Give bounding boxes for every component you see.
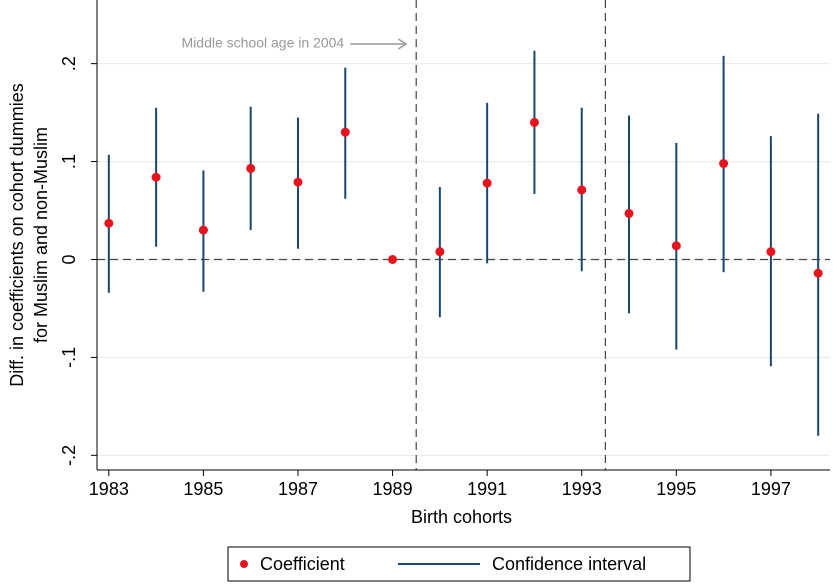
annotation-arrowhead — [397, 38, 408, 50]
x-tick-label: 1993 — [562, 479, 602, 499]
x-tick-label: 1989 — [373, 479, 413, 499]
y-tick-label: -.2 — [59, 445, 79, 466]
point — [104, 218, 114, 228]
point — [151, 172, 161, 182]
point — [577, 185, 587, 195]
x-axis-label: Birth cohorts — [411, 507, 512, 527]
point — [671, 241, 681, 251]
point — [340, 127, 350, 137]
point — [624, 208, 634, 218]
y-tick-label: -.1 — [59, 347, 79, 368]
point — [766, 247, 776, 257]
x-tick-label: 1987 — [278, 479, 318, 499]
y-tick-label: 0 — [59, 254, 79, 264]
point — [482, 178, 492, 188]
x-tick-label: 1983 — [89, 479, 129, 499]
annotation: Middle school age in 2004 — [182, 35, 345, 51]
point — [719, 159, 729, 169]
point — [813, 268, 823, 278]
x-tick-label: 1985 — [183, 479, 223, 499]
legend-marker — [240, 560, 248, 568]
y-axis-label: Diff. in coefficients on cohort dummies — [7, 83, 27, 386]
y-tick-label: .1 — [59, 154, 79, 169]
x-tick-label: 1997 — [751, 479, 791, 499]
point — [435, 247, 445, 257]
y-tick-label: .2 — [59, 56, 79, 71]
point — [198, 225, 208, 235]
y-axis-label: for Muslim and non-Muslim — [31, 127, 51, 343]
point — [388, 254, 398, 264]
x-tick-label: 1991 — [467, 479, 507, 499]
x-tick-label: 1995 — [656, 479, 696, 499]
legend-box — [227, 546, 691, 582]
point — [529, 117, 539, 127]
legend-label: Coefficient — [260, 554, 345, 574]
point — [293, 177, 303, 187]
point — [246, 163, 256, 173]
legend-label: Confidence interval — [492, 554, 646, 574]
